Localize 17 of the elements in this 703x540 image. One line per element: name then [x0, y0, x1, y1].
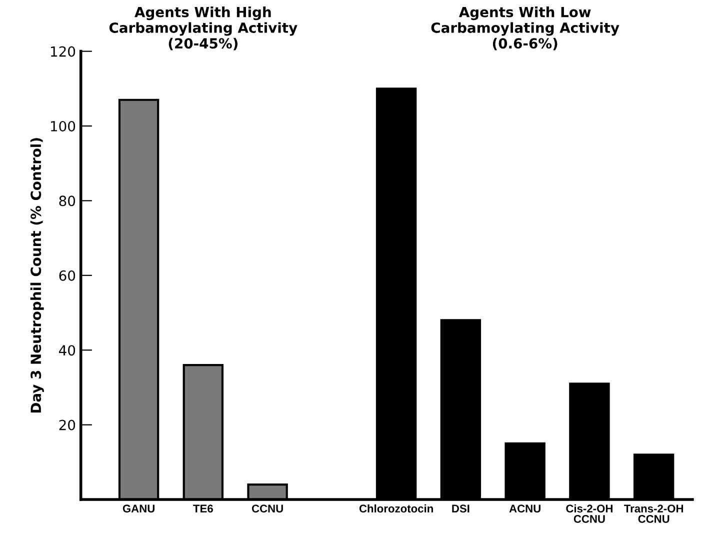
y-tick-label: 40 — [58, 345, 76, 356]
y-tick-label: 60 — [59, 270, 76, 281]
x-tick-label: CCNU — [252, 504, 283, 513]
x-tick-label: Cis-2-OH CCNU — [566, 504, 612, 523]
y-tick-label: 100 — [51, 120, 76, 132]
x-tick-label: DSI — [452, 504, 470, 513]
text: Agents With High Carbamoylating Activity (20-45%) — [109, 6, 298, 50]
x-tick-label: GANU — [122, 504, 154, 513]
y-tick-label: 120 — [51, 46, 76, 57]
x-tick-label: TE6 — [193, 504, 213, 513]
y-axis-title: Day 3 Neutrophil Count (% Control) — [30, 138, 44, 413]
y-tick-label: 20 — [59, 420, 76, 430]
text: Agents With Low Carbamoylating Activity (0.6-6%) — [431, 6, 620, 50]
y-tick-label: 80 — [59, 196, 76, 206]
x-tick-label: Trans-2-OH CCNU — [624, 504, 684, 523]
x-tick-label: ACNU — [509, 504, 540, 513]
x-tick-label: Chlorozotocin — [359, 504, 433, 513]
